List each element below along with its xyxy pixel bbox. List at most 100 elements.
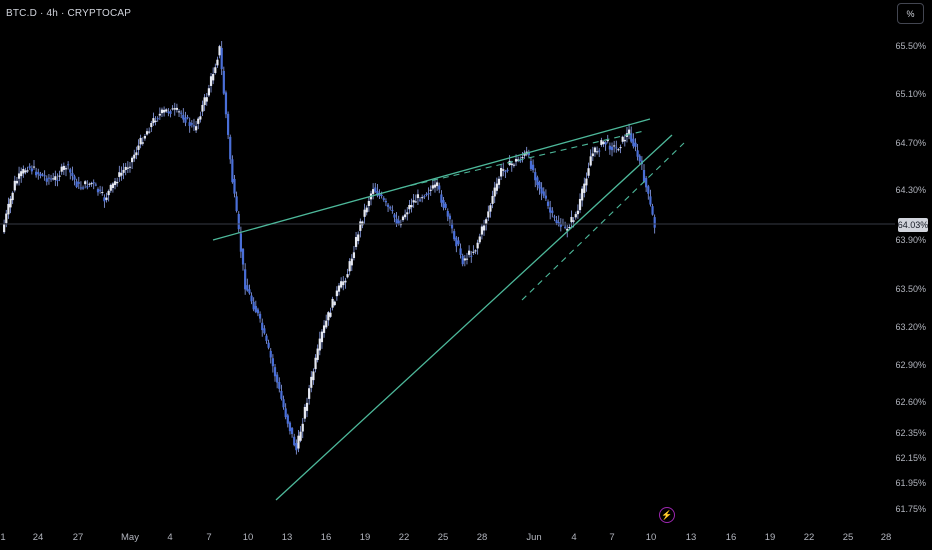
candle-body	[532, 164, 535, 171]
candle-body	[365, 207, 368, 213]
candle-body	[331, 298, 334, 308]
candle-body	[56, 179, 59, 181]
candle-body	[500, 168, 503, 177]
candle-body	[271, 358, 274, 367]
candle-body	[359, 221, 362, 231]
candle-body	[502, 169, 505, 171]
candle-body	[49, 178, 53, 180]
candle-body	[649, 196, 652, 205]
candle-body	[107, 190, 110, 196]
candle-body	[233, 178, 236, 194]
candle-body	[203, 97, 206, 106]
candle-body	[167, 111, 170, 113]
candle-body	[446, 211, 449, 217]
candle-body	[7, 203, 10, 215]
candle-body	[79, 187, 83, 189]
candle-body	[352, 252, 356, 258]
candle-body	[322, 325, 326, 333]
candle-body	[224, 92, 228, 115]
candle-body	[555, 220, 558, 223]
candle-body	[305, 402, 309, 411]
candle-body	[572, 220, 575, 222]
candle-body	[598, 150, 601, 152]
candle-body	[602, 141, 605, 145]
candle-body	[124, 166, 127, 171]
candle-body	[13, 180, 16, 191]
candle-body	[542, 191, 545, 196]
candle-body	[45, 178, 48, 182]
candle-body	[26, 170, 29, 172]
trendlines	[212, 118, 685, 501]
candle-body	[92, 182, 95, 184]
candle-body	[273, 367, 277, 377]
candle-body	[84, 181, 87, 185]
candle-body	[344, 280, 347, 283]
candle-body	[218, 46, 221, 56]
candle-body	[64, 168, 68, 170]
candle-body	[226, 113, 230, 135]
candle-body	[88, 183, 91, 185]
y-tick-label: 64.30%	[895, 185, 926, 195]
candle-body	[135, 152, 138, 156]
candle-body	[37, 172, 40, 175]
candle-body	[111, 183, 115, 189]
candle-body	[173, 108, 176, 110]
candle-body	[357, 234, 360, 242]
candle-body	[478, 236, 481, 243]
candle-body	[593, 147, 597, 153]
candle-body	[491, 196, 494, 204]
candle-body	[314, 357, 317, 370]
candle-body	[576, 210, 579, 215]
candle-body	[241, 248, 245, 265]
candlestick-series	[3, 41, 656, 455]
candle-body	[58, 175, 61, 177]
candle-body	[5, 213, 8, 224]
candle-body	[391, 209, 394, 211]
x-tick-label: 28	[880, 532, 892, 543]
candle-body	[192, 125, 196, 127]
candle-body	[337, 285, 341, 292]
candle-body	[563, 226, 567, 228]
candle-body	[606, 139, 609, 142]
candle-body	[214, 67, 217, 74]
candle-body	[653, 217, 656, 228]
candle-body	[534, 172, 537, 181]
candle-body	[99, 189, 102, 191]
candle-body	[397, 220, 400, 224]
x-tick-label: 24	[32, 532, 44, 543]
candle-body	[367, 200, 370, 206]
candle-body	[105, 197, 108, 200]
candle-body	[15, 180, 19, 184]
candle-body	[372, 189, 375, 194]
x-tick-label: 19	[764, 532, 776, 543]
candle-body	[374, 187, 377, 192]
candle-body	[20, 171, 23, 177]
candle-body	[252, 301, 255, 310]
y-tick-label: 65.50%	[895, 41, 926, 51]
wedge-support-line	[275, 134, 673, 501]
current-price-badge: 64.03%	[897, 218, 929, 232]
candle-body	[423, 196, 426, 198]
candle-body	[122, 169, 125, 173]
candle-body	[568, 227, 571, 229]
candle-body	[301, 423, 304, 432]
candle-body	[96, 188, 100, 193]
x-tick-label: 22	[398, 532, 410, 543]
candle-body	[553, 216, 556, 218]
candle-body	[28, 166, 31, 168]
y-tick-label: 62.90%	[895, 360, 926, 370]
candle-body	[342, 281, 345, 286]
candle-body	[128, 166, 132, 168]
x-tick-label: 13	[281, 532, 293, 543]
candle-body	[448, 215, 452, 220]
candle-body	[239, 233, 242, 252]
candle-body	[175, 107, 179, 110]
percent-scale-button[interactable]: %	[897, 3, 924, 24]
candle-body	[62, 165, 65, 170]
candle-body	[436, 182, 439, 187]
candle-body	[429, 189, 432, 191]
candle-body	[75, 181, 78, 187]
candle-body	[293, 436, 296, 446]
lightning-bolt-icon[interactable]: ⚡	[659, 507, 675, 523]
